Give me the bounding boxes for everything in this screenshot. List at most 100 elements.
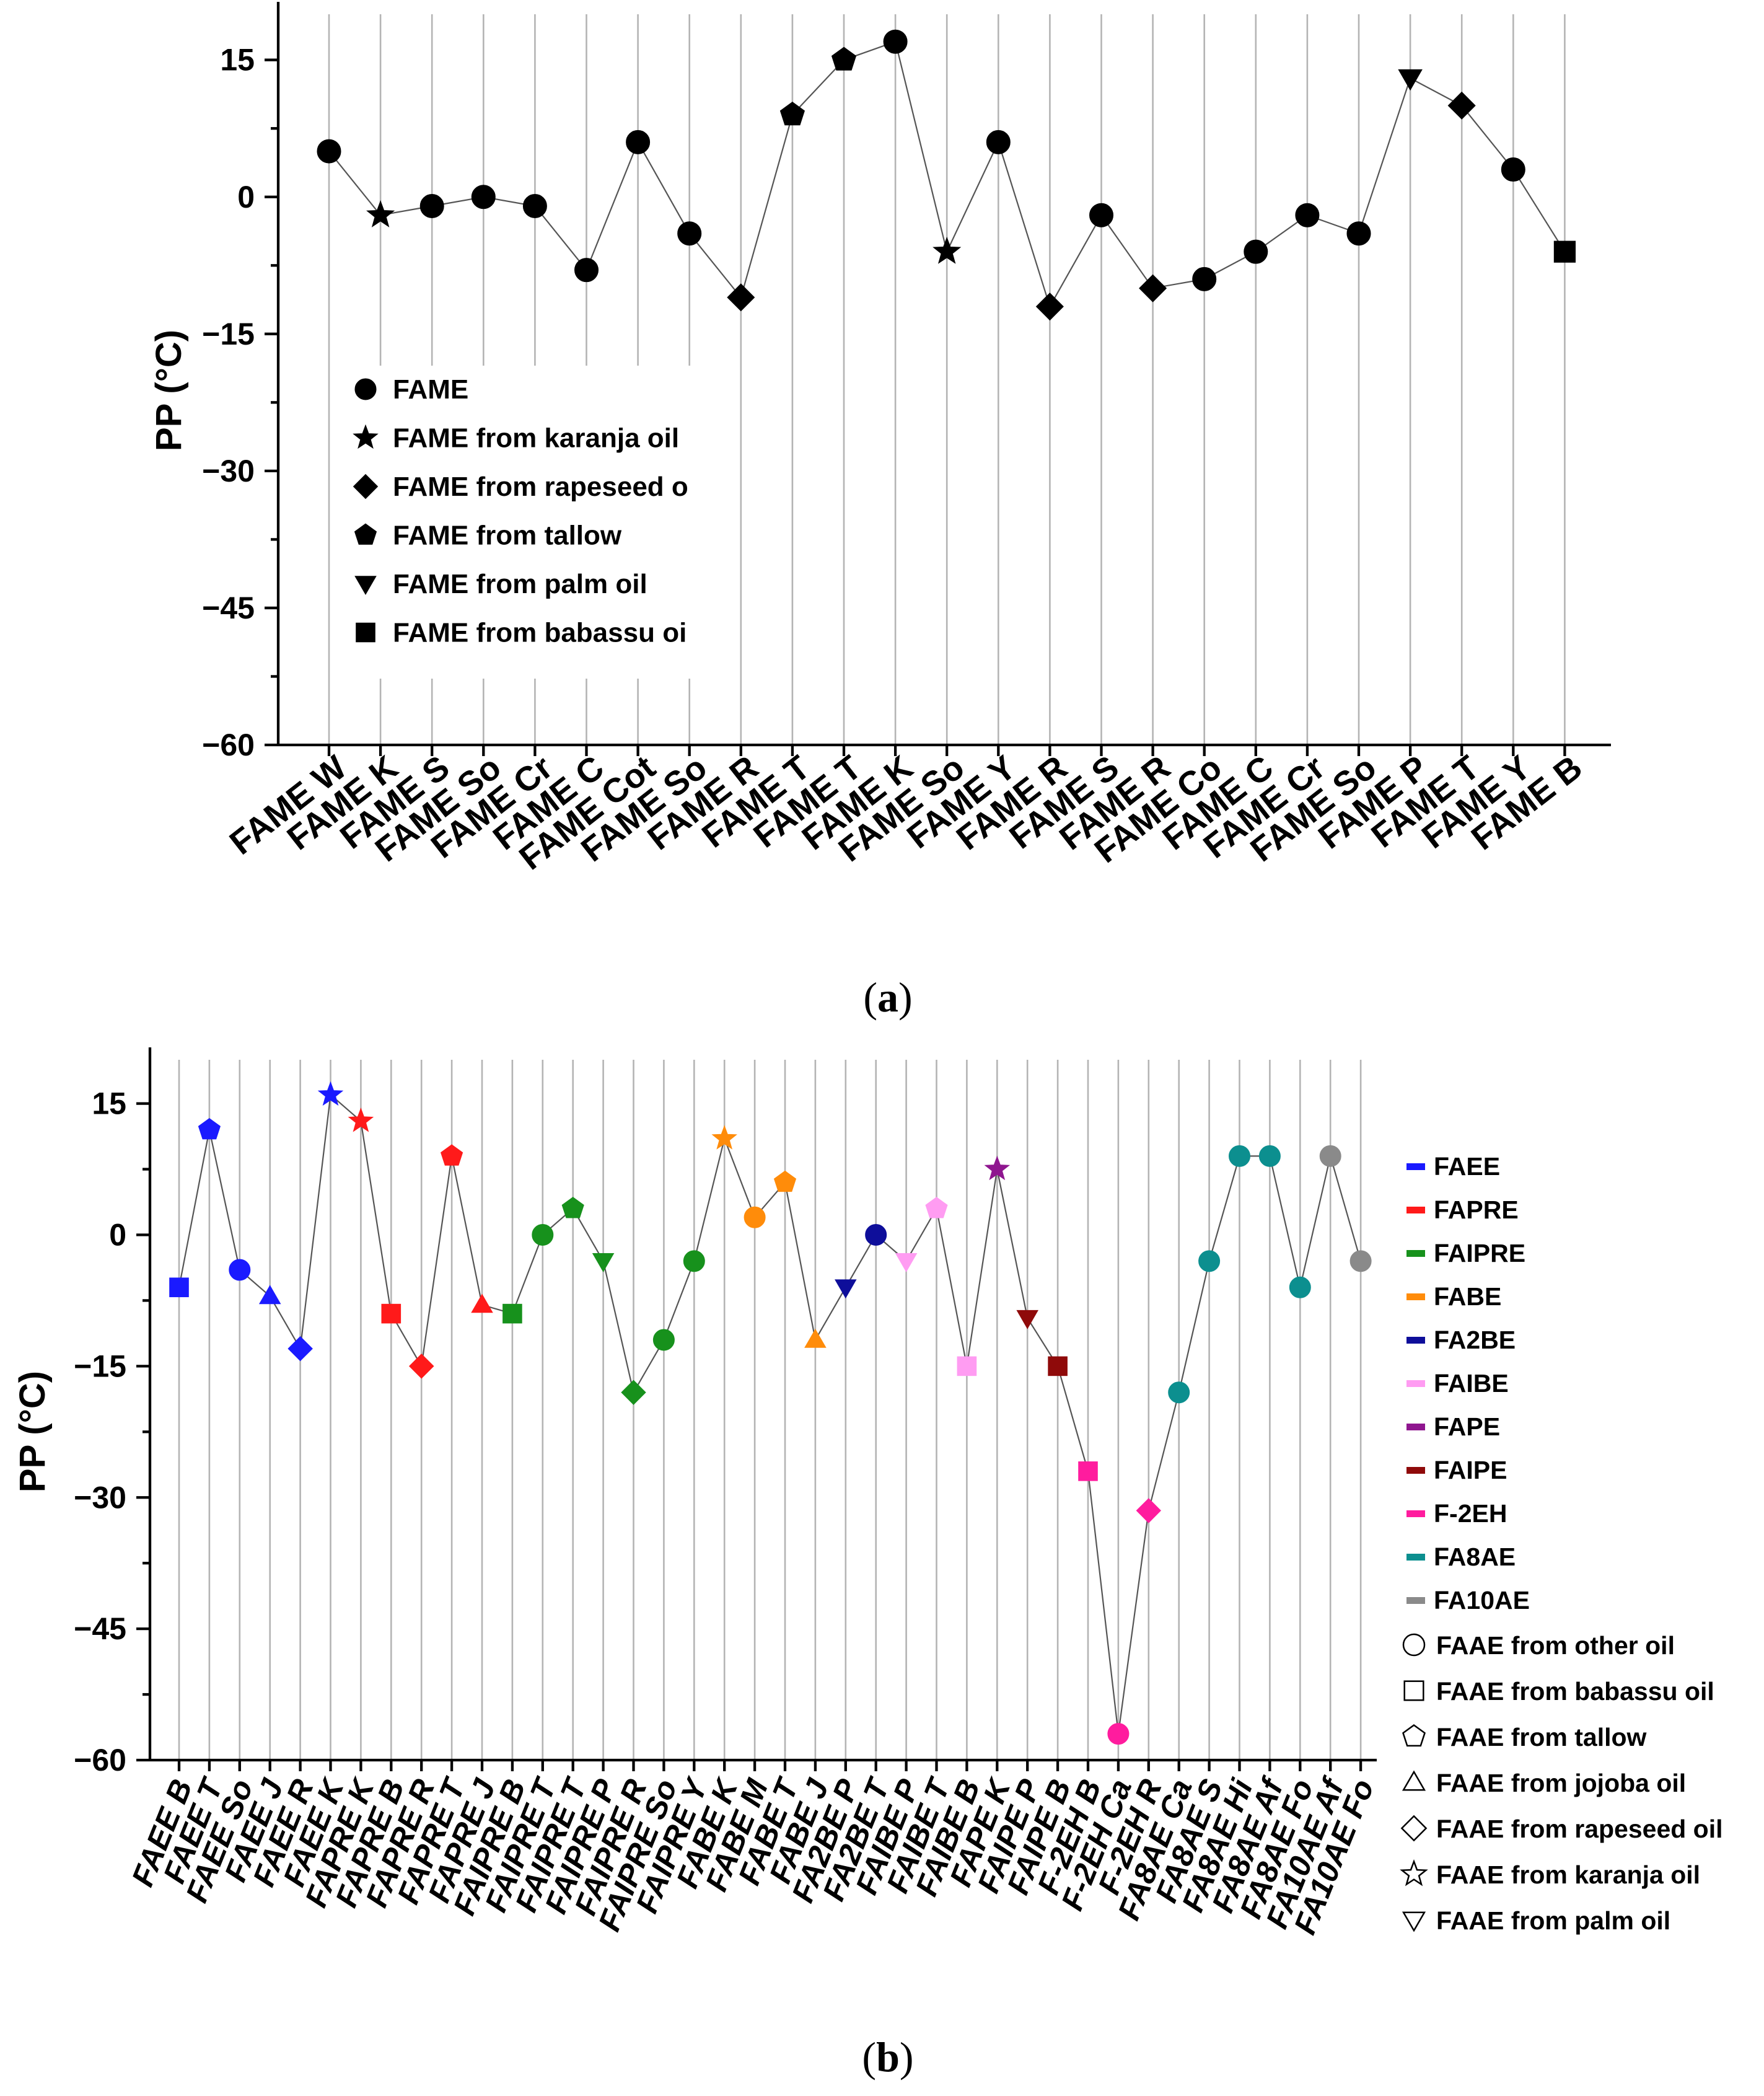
legend-label: F-2EH (1434, 1499, 1507, 1528)
legend-swatch (1406, 1293, 1425, 1300)
data-point (1289, 1276, 1311, 1298)
legend-label: FAME (393, 374, 468, 405)
chart-b-axes (148, 1047, 1377, 1762)
data-point (1078, 1461, 1098, 1481)
data-point (683, 1250, 705, 1272)
legend-marker (1400, 1859, 1428, 1887)
legend-swatch (1406, 1510, 1425, 1517)
data-point (883, 29, 908, 54)
data-point (1168, 1381, 1190, 1404)
chart-b-gridlines (178, 1060, 1362, 1760)
legend-label: FAPRE (1434, 1196, 1519, 1224)
data-point (957, 1356, 977, 1376)
legend-marker (354, 523, 377, 545)
data-point (1349, 1250, 1372, 1272)
data-point (932, 236, 962, 264)
legend-marker (353, 424, 379, 449)
legend-swatch (1406, 1554, 1425, 1561)
legend-marker (356, 622, 375, 643)
legend-swatch (1406, 1380, 1425, 1387)
legend-label: FAPE (1434, 1412, 1500, 1441)
y-tick-label: −15 (74, 1349, 126, 1383)
data-point (1447, 91, 1476, 120)
data-point (574, 258, 599, 283)
data-point (1048, 1356, 1068, 1376)
data-point (1553, 240, 1576, 263)
data-point (317, 1081, 344, 1106)
legend-swatch (1406, 1467, 1425, 1474)
data-point (1319, 1145, 1341, 1167)
data-point (532, 1224, 554, 1246)
y-tick-label: −60 (74, 1743, 126, 1777)
data-point (744, 1206, 766, 1228)
legend-swatch (1406, 1597, 1425, 1604)
data-point (1346, 221, 1371, 246)
chart-a-series (317, 29, 1576, 321)
y-tick-label: −15 (202, 317, 255, 351)
legend-label: FAEE (1434, 1152, 1500, 1181)
data-point (652, 1329, 675, 1351)
data-point (1089, 203, 1113, 227)
data-point (522, 193, 547, 218)
chart-a-y-ticks: 15 0 −15 −30 −45 −60 (202, 43, 278, 762)
y-tick-label: −30 (202, 454, 255, 488)
chart-b-caption: (b) (862, 2033, 913, 2081)
legend-swatch (1406, 1163, 1425, 1170)
data-point (381, 1303, 402, 1324)
legend-label: FAIPE (1434, 1456, 1507, 1484)
data-point (441, 1144, 463, 1166)
legend-marker (1402, 1770, 1426, 1791)
data-point (471, 185, 496, 209)
data-point (1192, 266, 1217, 291)
data-point (229, 1259, 251, 1281)
legend-marker (1402, 1633, 1426, 1657)
y-tick-label: 0 (109, 1218, 126, 1253)
legend-label: FA8AE (1434, 1543, 1516, 1571)
legend-label: FAME from palm oil (393, 569, 647, 599)
y-tick-label: −30 (74, 1480, 126, 1515)
data-point (1244, 239, 1268, 264)
legend-marker (354, 576, 377, 596)
y-tick-label: 15 (220, 43, 255, 77)
legend-label: FAAE from jojoba oil (1436, 1769, 1686, 1797)
data-point (366, 200, 395, 227)
data-point (471, 1293, 493, 1313)
data-point (1229, 1145, 1250, 1167)
legend-label: FAAE from tallow (1436, 1723, 1647, 1751)
legend-label: FA2BE (1434, 1326, 1516, 1354)
y-tick-label: −45 (202, 591, 255, 625)
data-point (895, 1253, 918, 1272)
legend-label: FAME from karanja oil (393, 423, 679, 454)
legend-marker (1402, 1911, 1426, 1932)
chart-a-legend: FAME FAME from karanja oil FAME from rapes… (335, 366, 719, 679)
legend-marker (1403, 1680, 1424, 1701)
y-tick-label: −60 (202, 728, 255, 762)
legend-label: FAME from babassu oi (393, 618, 687, 648)
data-point (419, 193, 444, 218)
data-point (626, 130, 651, 154)
data-point (621, 1380, 646, 1406)
legend-label: FAAE from palm oil (1436, 1906, 1670, 1935)
data-point (348, 1107, 374, 1132)
data-point (984, 1155, 1011, 1181)
chart-a-gridlines (328, 14, 1566, 745)
legend-swatch (1406, 1424, 1425, 1430)
legend-label: FAAE from rapeseed oil (1436, 1815, 1723, 1843)
data-point (169, 1277, 189, 1298)
legend-swatch (1406, 1250, 1425, 1257)
data-point (408, 1354, 434, 1379)
data-point (287, 1336, 313, 1362)
data-point (592, 1253, 615, 1272)
y-tick-label: 0 (237, 180, 255, 214)
data-point (831, 46, 857, 71)
data-point (1295, 203, 1320, 227)
data-point (317, 139, 341, 164)
legend-label: FABE (1434, 1282, 1501, 1311)
legend-marker (1402, 1724, 1426, 1747)
chart-b-y-ticks: 15 0 −15 −30 −45 −60 (74, 1086, 150, 1777)
data-point (1139, 274, 1167, 302)
chart-b-caption-letter: b (876, 2033, 900, 2081)
data-point (1258, 1145, 1281, 1167)
